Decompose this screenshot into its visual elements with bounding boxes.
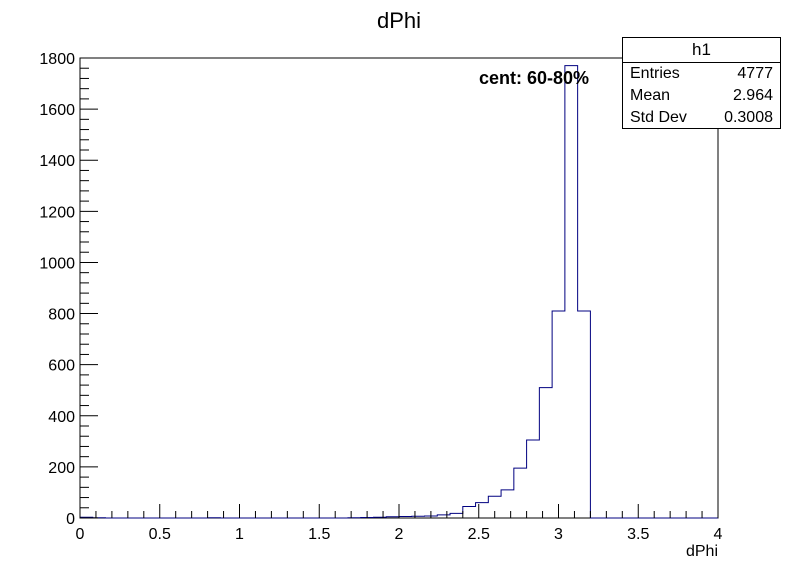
- y-tick-label: 600: [48, 358, 75, 375]
- stats-value: 2.964: [732, 87, 773, 104]
- y-tick-label: 1000: [39, 255, 75, 272]
- x-tick-label: 2.5: [468, 526, 490, 543]
- x-tick-label: 2: [395, 526, 404, 543]
- y-tick-label: 1800: [39, 51, 75, 68]
- stats-row-mean: Mean 2.964: [623, 85, 780, 107]
- y-tick-label: 400: [48, 409, 75, 426]
- stats-label: Std Dev: [630, 109, 687, 126]
- stats-row-entries: Entries 4777: [623, 63, 780, 85]
- chart-title: dPhi: [376, 8, 422, 33]
- x-tick-label: 1.5: [308, 526, 330, 543]
- y-tick-label: 1600: [39, 102, 75, 119]
- x-tick-label: 3: [554, 526, 563, 543]
- stats-label: Entries: [630, 65, 680, 82]
- stats-value: 4777: [737, 65, 773, 82]
- stats-box: h1 Entries 4777 Mean 2.964 Std Dev 0.300…: [622, 37, 781, 129]
- y-tick-label: 1200: [39, 204, 75, 221]
- stats-label: Mean: [630, 87, 671, 104]
- x-tick-label: 1: [235, 526, 244, 543]
- centrality-annotation: cent: 60-80%: [479, 68, 590, 88]
- y-tick-label: 1400: [39, 153, 75, 170]
- histogram-series: [79, 65, 718, 519]
- x-tick-label: 0.5: [149, 526, 171, 543]
- x-tick-label: 3.5: [627, 526, 649, 543]
- stats-box-name: h1: [623, 38, 780, 63]
- stats-value: 0.3008: [724, 109, 773, 126]
- stats-row-stddev: Std Dev 0.3008: [623, 107, 780, 129]
- x-tick-label: 4: [714, 526, 723, 543]
- x-axis-label: dPhi: [685, 543, 718, 560]
- x-tick-label: 0: [76, 526, 85, 543]
- y-tick-label: 0: [66, 511, 75, 528]
- y-tick-label: 800: [48, 307, 75, 324]
- y-tick-label: 200: [48, 460, 75, 477]
